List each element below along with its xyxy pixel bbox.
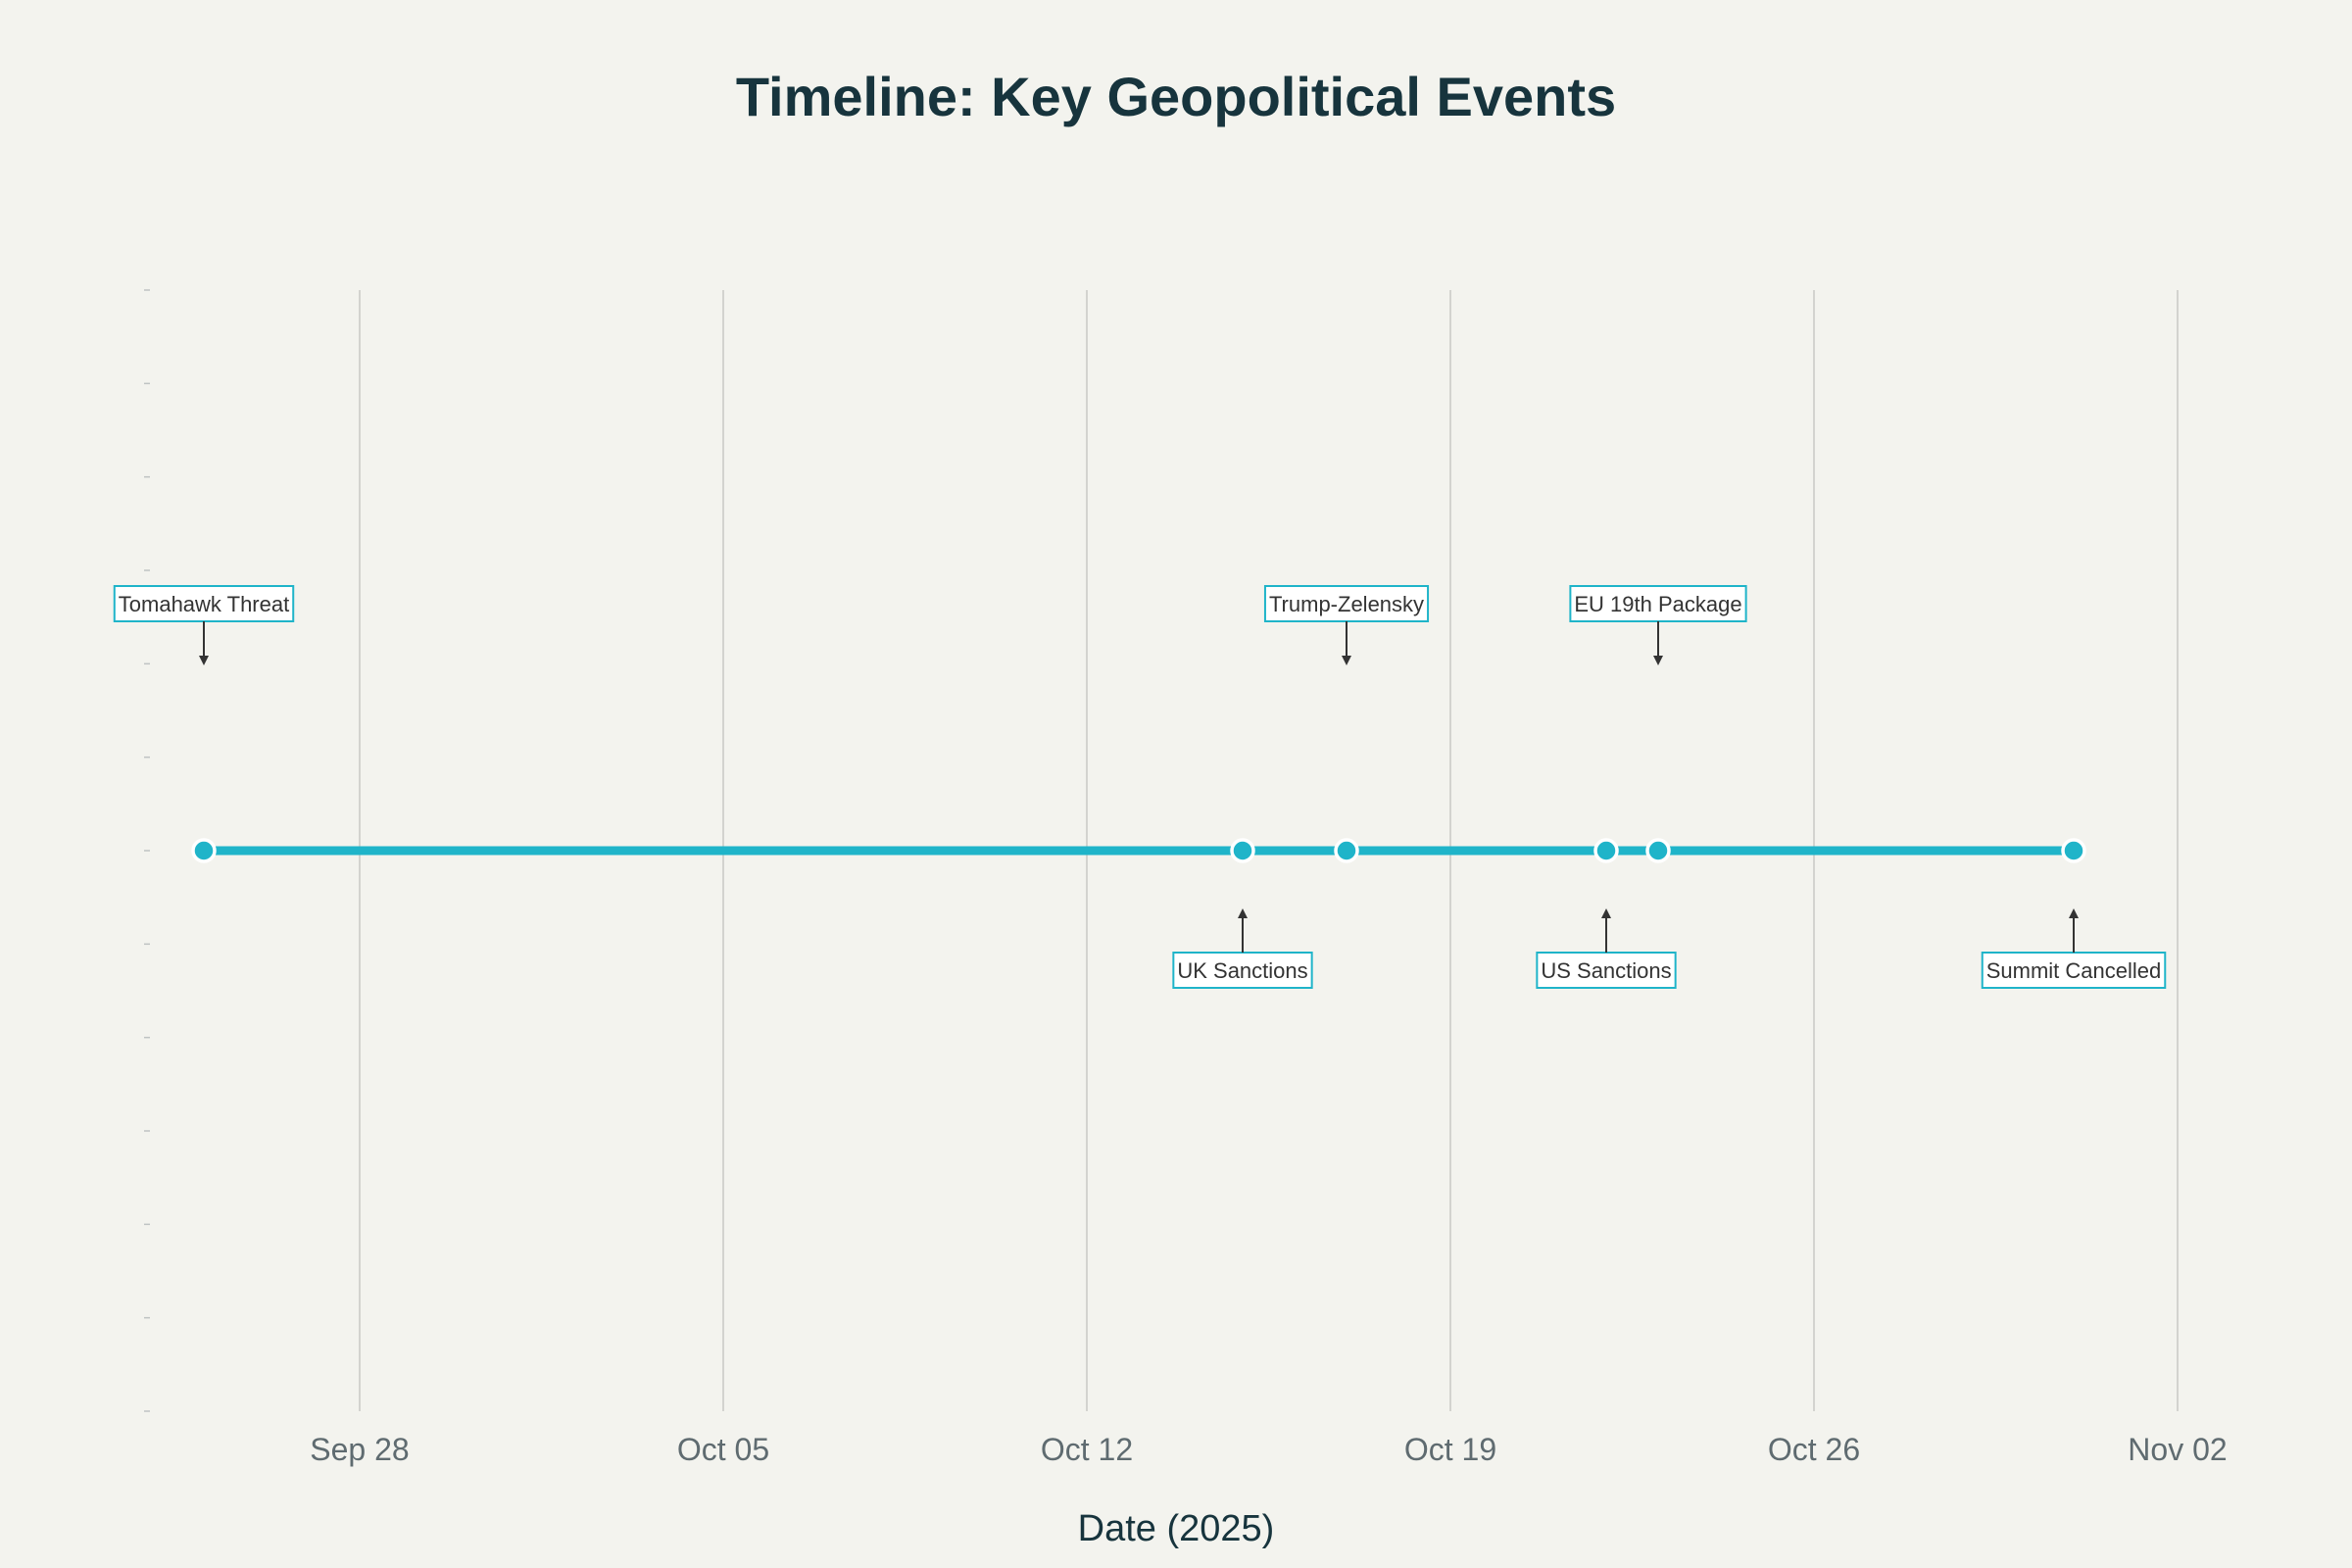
event-label: US Sanctions — [1541, 958, 1671, 983]
event-marker — [1645, 838, 1671, 863]
event-annotation: Tomahawk Threat — [113, 585, 295, 665]
event-annotation: Trump-Zelensky — [1263, 585, 1430, 665]
annotation-box — [1536, 952, 1677, 989]
event-label: EU 19th Package — [1574, 592, 1741, 616]
x-tick-label: Oct 26 — [1768, 1432, 1860, 1467]
annotation-box — [1172, 952, 1313, 989]
x-ticks-layer: Sep 28 Oct 05 Oct 12 Oct 19 Oct 26 Nov 02 — [310, 1432, 2227, 1467]
event-annotation: US Sanctions — [1536, 908, 1677, 989]
annotation-box — [1569, 585, 1747, 622]
event-annotation: UK Sanctions — [1172, 908, 1313, 989]
series-layer — [191, 838, 2086, 863]
event-annotation: Summit Cancelled — [1981, 908, 2167, 989]
x-tick-label: Oct 05 — [677, 1432, 769, 1467]
event-marker — [2061, 838, 2086, 863]
event-label: Summit Cancelled — [1986, 958, 2162, 983]
event-marker — [1334, 838, 1359, 863]
event-marker — [191, 838, 217, 863]
y-ticks-layer — [144, 289, 150, 1412]
annotation-layer: Tomahawk Threat UK Sanctions Trump-Zelensk… — [113, 585, 2167, 989]
x-tick-label: Sep 28 — [310, 1432, 409, 1467]
event-marker — [1230, 838, 1255, 863]
x-tick-label: Nov 02 — [2128, 1432, 2227, 1467]
event-marker — [1593, 838, 1619, 863]
x-tick-label: Oct 12 — [1041, 1432, 1133, 1467]
event-label: Trump-Zelensky — [1269, 592, 1424, 616]
x-tick-label: Oct 19 — [1404, 1432, 1496, 1467]
event-label: UK Sanctions — [1177, 958, 1307, 983]
event-annotation: EU 19th Package — [1569, 585, 1747, 665]
event-label: Tomahawk Threat — [119, 592, 289, 616]
chart-title: Timeline: Key Geopolitical Events — [736, 66, 1616, 127]
x-axis-label: Date (2025) — [1078, 1508, 1275, 1549]
